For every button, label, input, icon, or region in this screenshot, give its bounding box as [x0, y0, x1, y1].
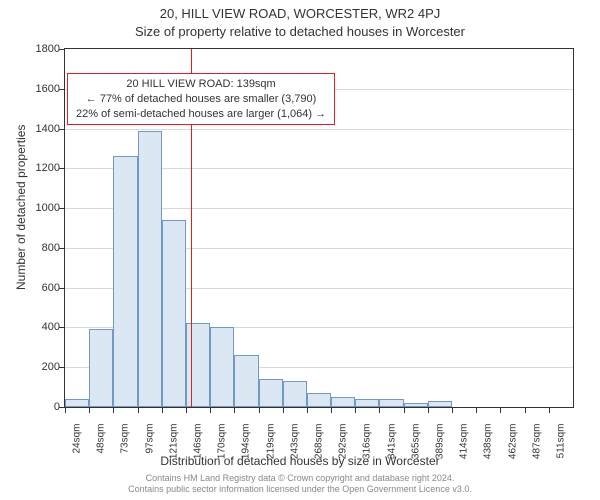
x-tick-label: 365sqm: [410, 424, 421, 474]
histogram-bar: [379, 399, 403, 407]
y-tick-label: 200: [10, 361, 60, 373]
x-tick-mark: [428, 408, 429, 413]
gridline: [65, 129, 573, 130]
histogram-bar: [65, 399, 89, 407]
y-tick-label: 400: [10, 321, 60, 333]
histogram-bar: [331, 397, 355, 407]
x-tick-label: 316sqm: [362, 424, 373, 474]
x-tick-mark: [113, 408, 114, 413]
x-tick-label: 487sqm: [531, 424, 542, 474]
y-tick-mark: [59, 367, 64, 368]
footer-attribution: Contains HM Land Registry data © Crown c…: [0, 473, 600, 496]
annotation-box: 20 HILL VIEW ROAD: 139sqm← 77% of detach…: [67, 73, 335, 126]
x-tick-mark: [379, 408, 380, 413]
y-tick-label: 1800: [10, 43, 60, 55]
x-tick-mark: [259, 408, 260, 413]
x-tick-label: 170sqm: [217, 424, 228, 474]
x-tick-mark: [355, 408, 356, 413]
chart-title-address: 20, HILL VIEW ROAD, WORCESTER, WR2 4PJ: [0, 6, 600, 21]
x-tick-mark: [500, 408, 501, 413]
annotation-line: 20 HILL VIEW ROAD: 139sqm: [76, 77, 326, 92]
x-tick-mark: [65, 408, 66, 413]
x-tick-label: 389sqm: [434, 424, 445, 474]
y-tick-mark: [59, 168, 64, 169]
x-tick-label: 414sqm: [459, 424, 470, 474]
histogram-bar: [307, 393, 331, 407]
histogram-bar: [210, 327, 234, 407]
histogram-bar: [89, 329, 113, 407]
chart-subtitle: Size of property relative to detached ho…: [0, 24, 600, 39]
chart-container: 20, HILL VIEW ROAD, WORCESTER, WR2 4PJ S…: [0, 0, 600, 500]
y-tick-label: 600: [10, 282, 60, 294]
x-tick-mark: [452, 408, 453, 413]
y-tick-label: 1200: [10, 162, 60, 174]
x-tick-label: 292sqm: [338, 424, 349, 474]
footer-line-2: Contains public sector information licen…: [0, 484, 600, 496]
x-tick-mark: [476, 408, 477, 413]
histogram-bar: [283, 381, 307, 407]
y-tick-mark: [59, 327, 64, 328]
y-tick-label: 800: [10, 242, 60, 254]
y-tick-mark: [59, 248, 64, 249]
plot-area: 20 HILL VIEW ROAD: 139sqm← 77% of detach…: [64, 48, 574, 408]
y-tick-label: 1400: [10, 123, 60, 135]
y-tick-mark: [59, 407, 64, 408]
x-tick-label: 24sqm: [72, 424, 83, 474]
x-tick-label: 97sqm: [144, 424, 155, 474]
histogram-bar: [355, 399, 379, 407]
y-tick-mark: [59, 89, 64, 90]
x-tick-label: 73sqm: [120, 424, 131, 474]
x-tick-mark: [549, 408, 550, 413]
x-tick-mark: [162, 408, 163, 413]
x-tick-mark: [525, 408, 526, 413]
x-tick-label: 462sqm: [507, 424, 518, 474]
footer-line-1: Contains HM Land Registry data © Crown c…: [0, 473, 600, 485]
histogram-bar: [404, 403, 428, 407]
y-tick-label: 0: [10, 401, 60, 413]
x-tick-mark: [234, 408, 235, 413]
x-tick-mark: [89, 408, 90, 413]
x-tick-label: 438sqm: [483, 424, 494, 474]
y-tick-label: 1600: [10, 83, 60, 95]
x-tick-mark: [210, 408, 211, 413]
histogram-bar: [113, 156, 137, 407]
x-tick-label: 48sqm: [96, 424, 107, 474]
x-tick-label: 511sqm: [555, 424, 566, 474]
y-tick-mark: [59, 288, 64, 289]
x-tick-label: 121sqm: [168, 424, 179, 474]
histogram-bar: [186, 323, 210, 407]
x-tick-label: 243sqm: [289, 424, 300, 474]
x-tick-label: 194sqm: [241, 424, 252, 474]
histogram-bar: [234, 355, 258, 407]
x-tick-mark: [283, 408, 284, 413]
y-tick-mark: [59, 129, 64, 130]
x-tick-label: 219sqm: [265, 424, 276, 474]
x-tick-label: 146sqm: [193, 424, 204, 474]
histogram-bar: [259, 379, 283, 407]
x-tick-mark: [186, 408, 187, 413]
x-tick-mark: [331, 408, 332, 413]
x-tick-label: 268sqm: [314, 424, 325, 474]
annotation-line: 22% of semi-detached houses are larger (…: [76, 107, 326, 122]
histogram-bar: [162, 220, 186, 407]
y-tick-mark: [59, 208, 64, 209]
histogram-bar: [138, 131, 162, 407]
x-tick-mark: [138, 408, 139, 413]
histogram-bar: [428, 401, 452, 407]
annotation-line: ← 77% of detached houses are smaller (3,…: [76, 92, 326, 107]
x-tick-mark: [404, 408, 405, 413]
y-tick-label: 1000: [10, 202, 60, 214]
x-tick-label: 341sqm: [386, 424, 397, 474]
y-tick-mark: [59, 49, 64, 50]
x-tick-mark: [307, 408, 308, 413]
